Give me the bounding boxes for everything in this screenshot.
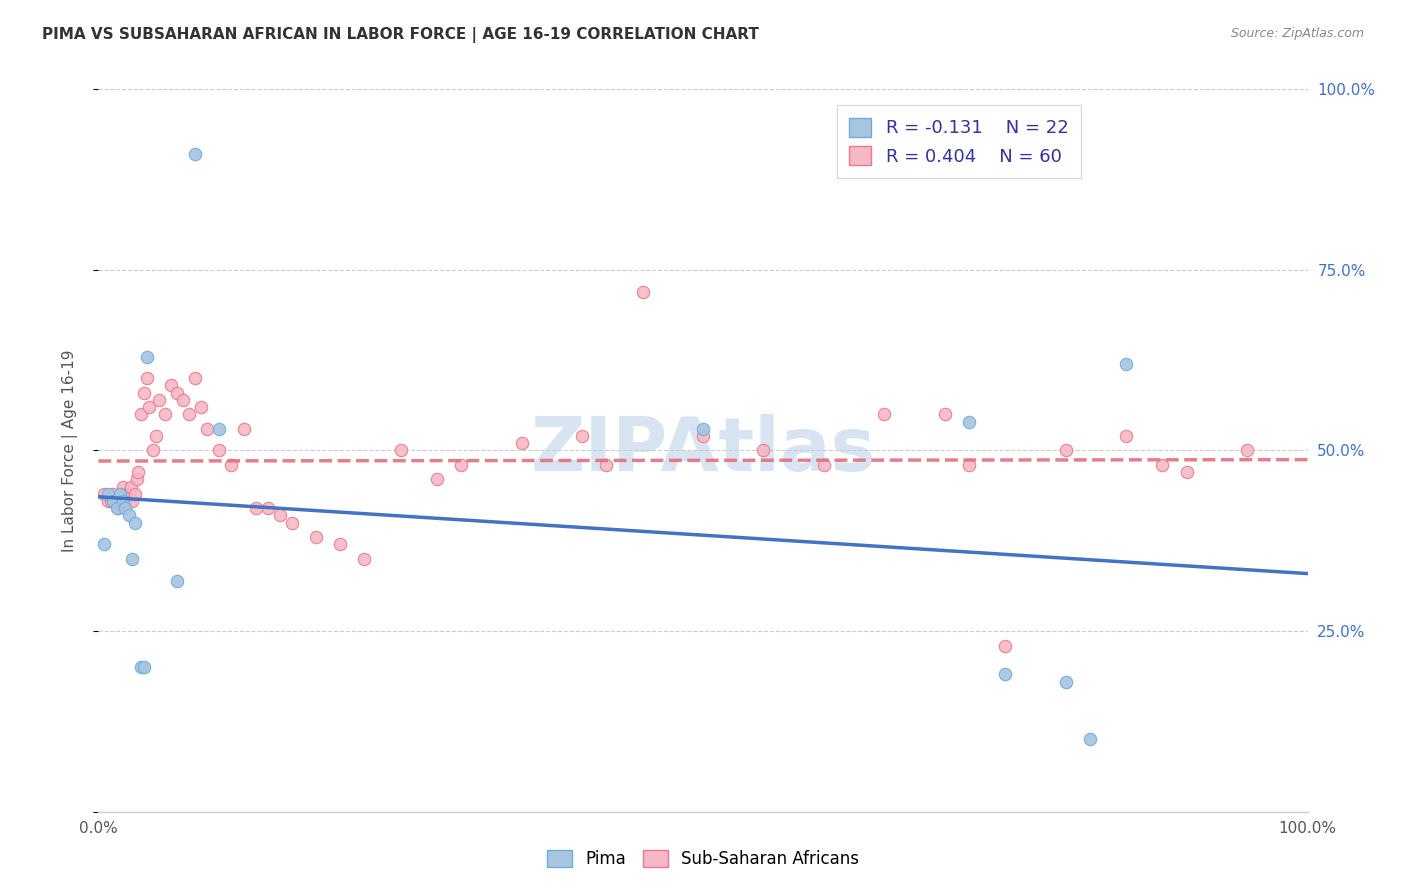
- Point: [97, 487, 120, 501]
- Point: [97, 494, 120, 508]
- Point: [111, 480, 134, 494]
- Point: [813, 458, 835, 472]
- Point: [108, 487, 131, 501]
- Point: [153, 407, 176, 421]
- Legend: Pima, Sub-Saharan Africans: Pima, Sub-Saharan Africans: [540, 843, 866, 875]
- Text: ZIPAtlas: ZIPAtlas: [530, 414, 876, 487]
- Point: [426, 472, 449, 486]
- Point: [108, 494, 131, 508]
- Point: [135, 371, 157, 385]
- Point: [208, 422, 231, 436]
- Point: [1078, 732, 1101, 747]
- Point: [208, 443, 231, 458]
- Point: [1054, 443, 1077, 458]
- Point: [129, 660, 152, 674]
- Point: [166, 574, 188, 588]
- Point: [127, 472, 149, 486]
- Point: [450, 458, 472, 472]
- Point: [957, 458, 980, 472]
- Point: [166, 385, 188, 400]
- Point: [160, 378, 183, 392]
- Point: [190, 400, 212, 414]
- Point: [752, 443, 775, 458]
- Point: [1236, 443, 1258, 458]
- Point: [1175, 465, 1198, 479]
- Point: [145, 429, 167, 443]
- Legend: R = -0.131    N = 22, R = 0.404    N = 60: R = -0.131 N = 22, R = 0.404 N = 60: [837, 105, 1081, 178]
- Point: [124, 516, 146, 530]
- Point: [245, 501, 267, 516]
- Point: [1054, 674, 1077, 689]
- Point: [120, 480, 142, 494]
- Point: [329, 537, 352, 551]
- Point: [93, 487, 115, 501]
- Point: [692, 422, 714, 436]
- Point: [692, 429, 714, 443]
- Point: [135, 350, 157, 364]
- Point: [269, 508, 291, 523]
- Text: PIMA VS SUBSAHARAN AFRICAN IN LABOR FORCE | AGE 16-19 CORRELATION CHART: PIMA VS SUBSAHARAN AFRICAN IN LABOR FORC…: [42, 27, 759, 43]
- Point: [121, 494, 143, 508]
- Point: [111, 494, 134, 508]
- Point: [873, 407, 896, 421]
- Point: [184, 371, 207, 385]
- Point: [118, 487, 141, 501]
- Point: [129, 407, 152, 421]
- Point: [305, 530, 328, 544]
- Point: [105, 501, 128, 516]
- Point: [571, 429, 593, 443]
- Text: Source: ZipAtlas.com: Source: ZipAtlas.com: [1230, 27, 1364, 40]
- Point: [142, 443, 165, 458]
- Point: [138, 400, 160, 414]
- Point: [353, 551, 375, 566]
- Point: [101, 494, 124, 508]
- Point: [134, 385, 156, 400]
- Point: [172, 392, 194, 407]
- Point: [221, 458, 243, 472]
- Point: [148, 392, 170, 407]
- Point: [134, 660, 156, 674]
- Point: [1115, 429, 1137, 443]
- Point: [510, 436, 533, 450]
- Point: [124, 487, 146, 501]
- Point: [1152, 458, 1174, 472]
- Point: [114, 487, 136, 501]
- Point: [934, 407, 956, 421]
- Point: [100, 494, 122, 508]
- Point: [101, 487, 124, 501]
- Point: [93, 537, 115, 551]
- Point: [957, 415, 980, 429]
- Point: [105, 494, 128, 508]
- Point: [1115, 357, 1137, 371]
- Point: [127, 465, 149, 479]
- Point: [107, 501, 129, 516]
- Point: [114, 501, 136, 516]
- Y-axis label: In Labor Force | Age 16-19: In Labor Force | Age 16-19: [62, 349, 77, 552]
- Point: [281, 516, 304, 530]
- Point: [179, 407, 201, 421]
- Point: [184, 147, 207, 161]
- Point: [118, 508, 141, 523]
- Point: [256, 501, 278, 516]
- Point: [115, 494, 138, 508]
- Point: [994, 639, 1017, 653]
- Point: [232, 422, 254, 436]
- Point: [994, 667, 1017, 681]
- Point: [595, 458, 617, 472]
- Point: [195, 422, 218, 436]
- Point: [121, 551, 143, 566]
- Point: [389, 443, 412, 458]
- Point: [631, 285, 654, 299]
